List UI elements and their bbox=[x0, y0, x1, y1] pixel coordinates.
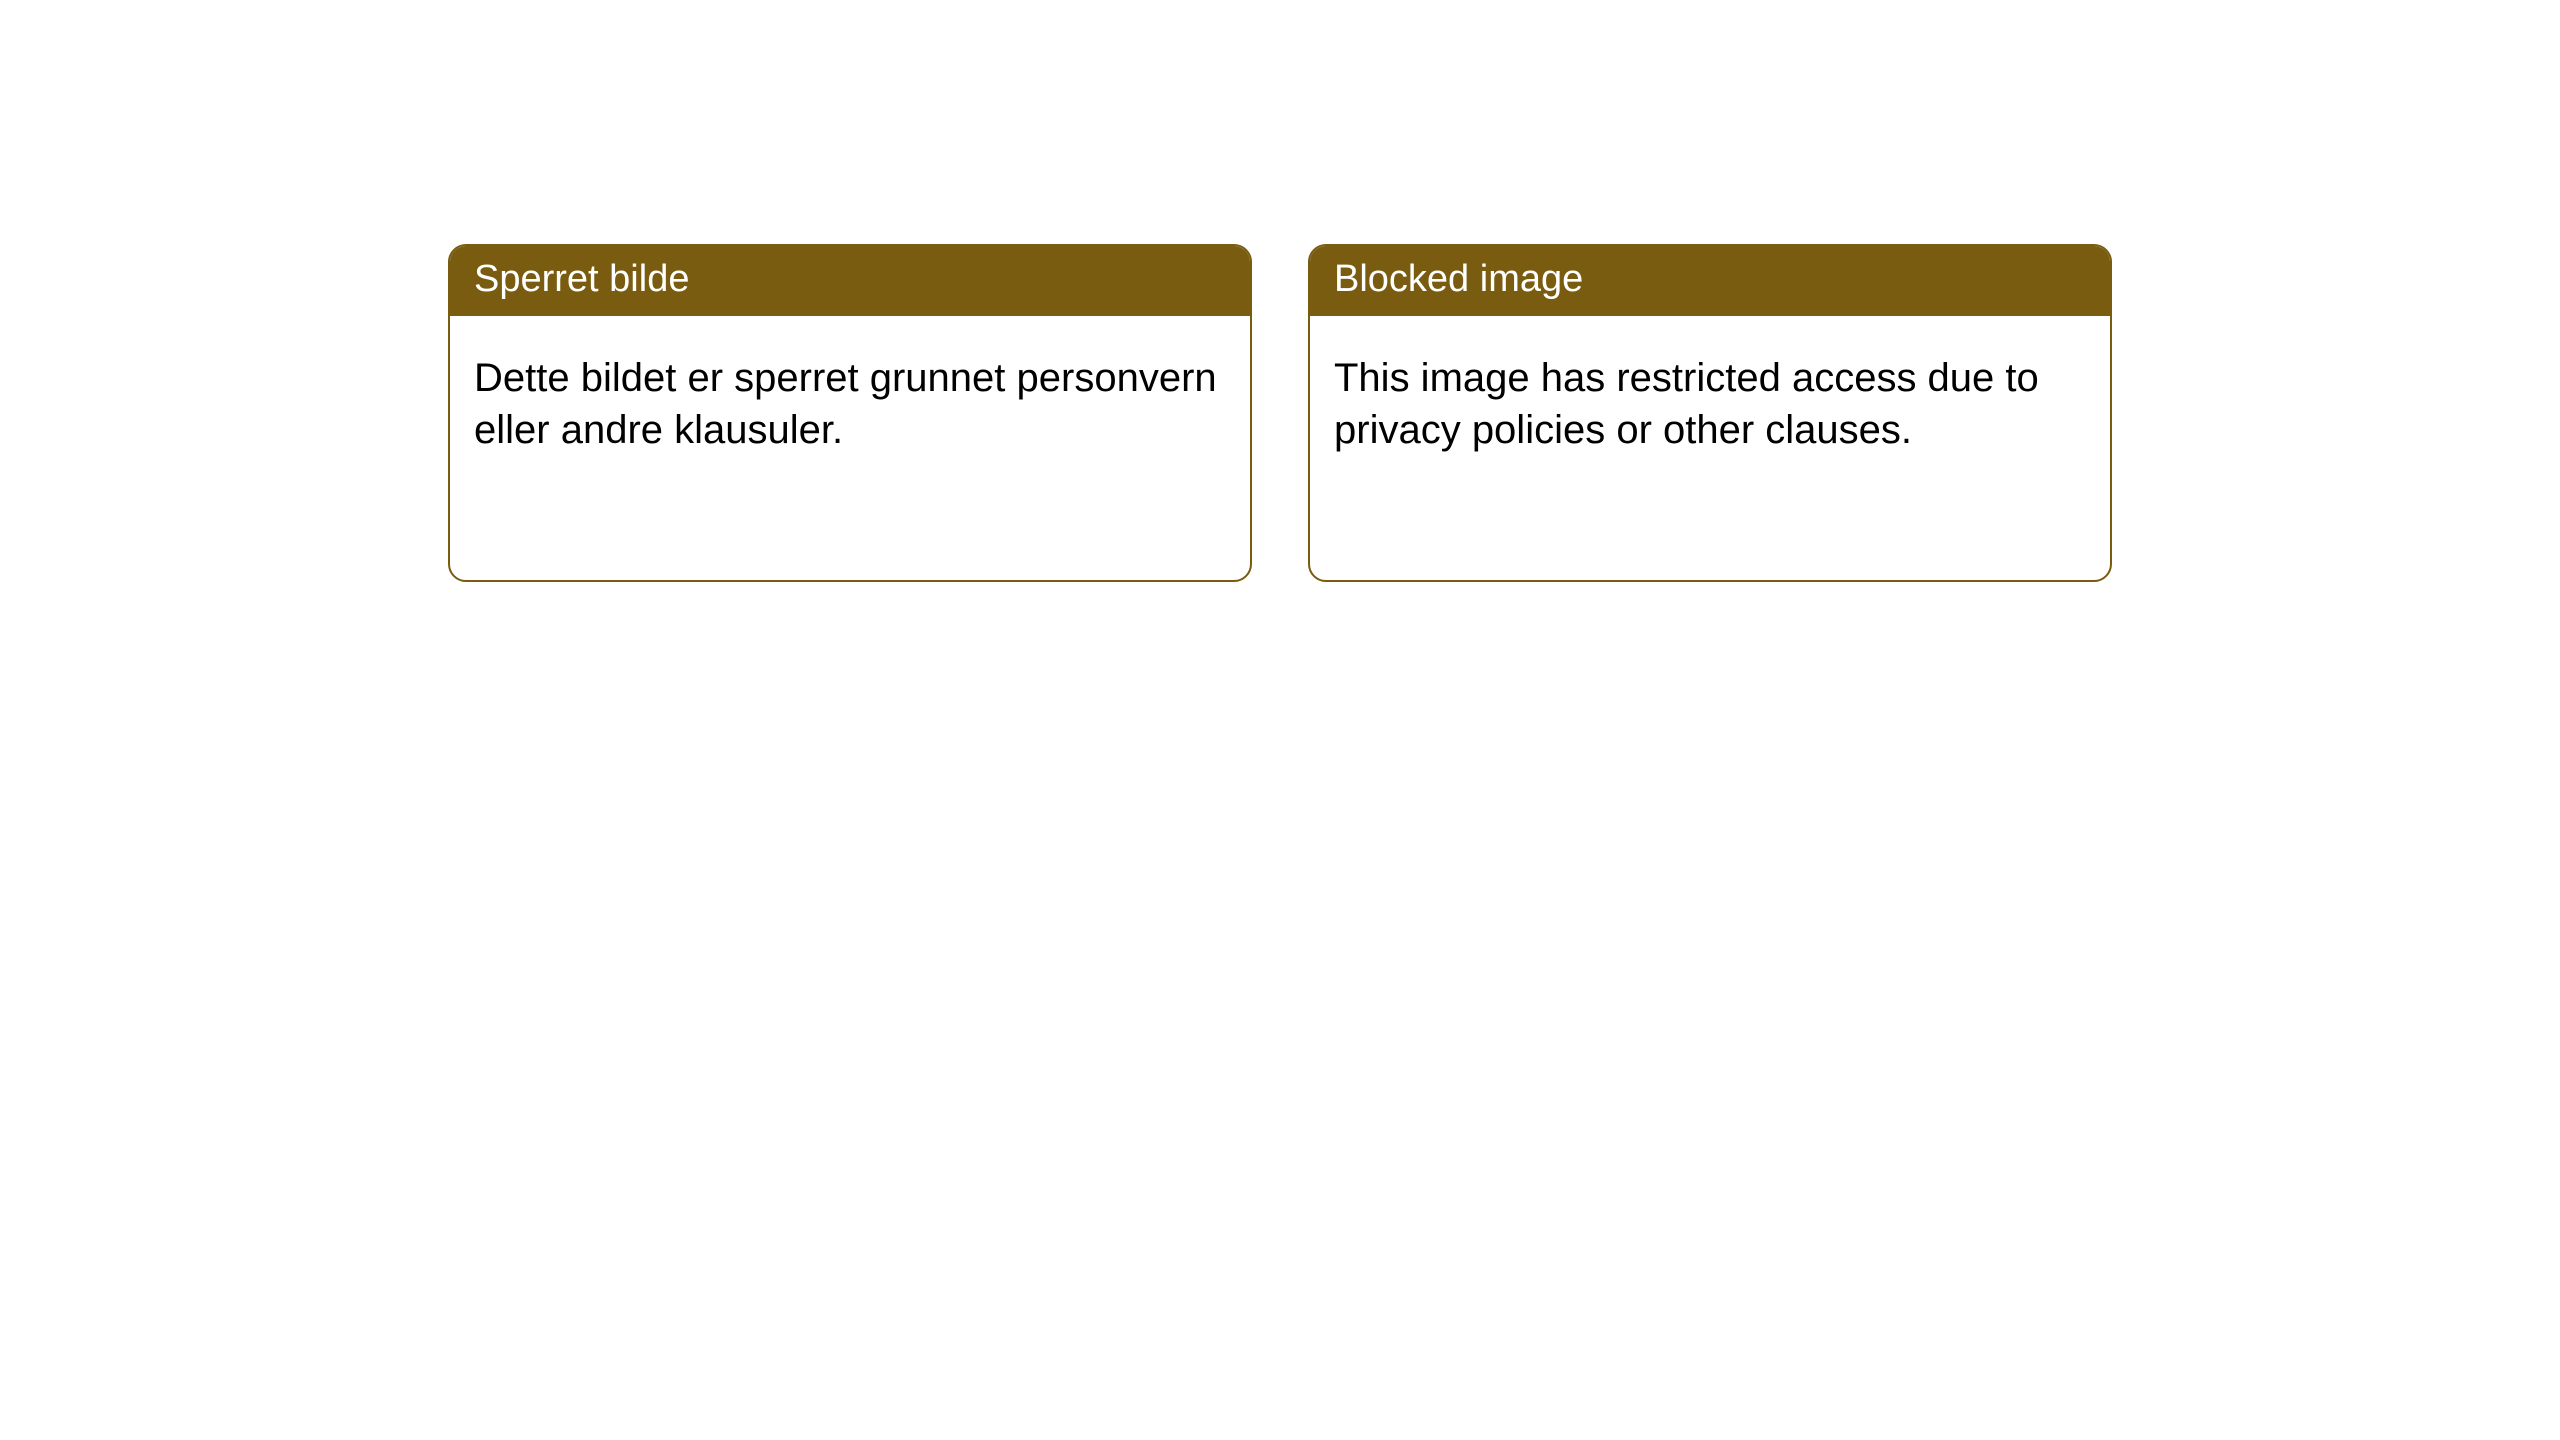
notice-card-norwegian: Sperret bilde Dette bildet er sperret gr… bbox=[448, 244, 1252, 582]
notice-card-english: Blocked image This image has restricted … bbox=[1308, 244, 2112, 582]
notice-body-text: This image has restricted access due to … bbox=[1310, 316, 2110, 482]
notice-container: Sperret bilde Dette bildet er sperret gr… bbox=[448, 244, 2112, 582]
notice-title: Blocked image bbox=[1310, 246, 2110, 316]
notice-body-text: Dette bildet er sperret grunnet personve… bbox=[450, 316, 1250, 482]
notice-title: Sperret bilde bbox=[450, 246, 1250, 316]
